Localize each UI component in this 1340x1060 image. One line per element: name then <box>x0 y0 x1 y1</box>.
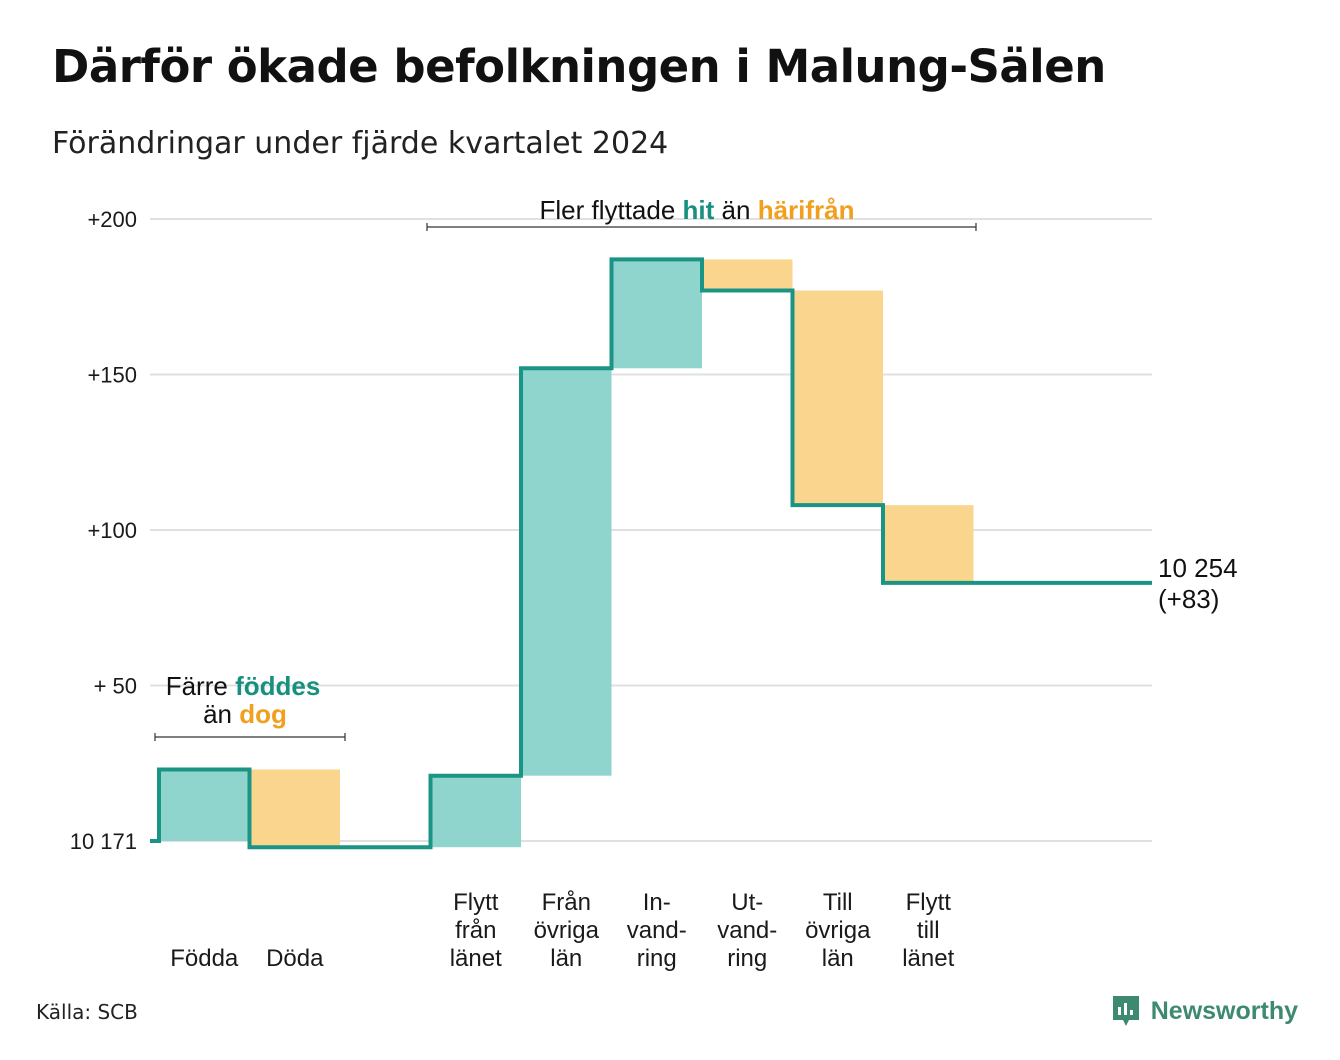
category-label: Födda <box>170 945 239 972</box>
deaths-annotation-prefix: än <box>203 699 232 729</box>
bar-till-övriga-län <box>792 290 883 506</box>
category-label: vand- <box>717 917 777 944</box>
moves-annotation-highlight-out: härifrån <box>758 195 855 225</box>
category-label: In- <box>643 889 671 916</box>
births-bracket <box>154 733 346 741</box>
category-label: Ut- <box>731 889 763 916</box>
category-label: från <box>455 917 496 944</box>
category-labels: Födda DödaFlyttfrånlänetFrånövrigalänIn-v… <box>170 889 954 972</box>
svg-text:Färre föddes: Färre föddes <box>166 671 321 701</box>
moves-annotation-prefix: Fler flyttade <box>539 195 675 225</box>
bars <box>159 259 974 848</box>
bar-från-övriga-län <box>521 368 612 776</box>
moves-annotation-highlight-in: hit <box>683 195 715 225</box>
category-label: vand- <box>627 917 687 944</box>
y-tick-label: 10 171 <box>70 829 137 854</box>
bar-in--vand--ring <box>611 259 702 369</box>
y-tick-label: +100 <box>87 518 137 543</box>
category-label: länet <box>450 945 502 972</box>
category-label: övriga <box>534 917 600 944</box>
category-label: ring <box>727 945 767 972</box>
category-label: Till <box>823 889 853 916</box>
cumulative-step-line <box>150 257 1152 850</box>
y-tick-label: +150 <box>87 363 137 388</box>
svg-text:Fler flyttade hit: Fler flyttade hit än härifrån <box>539 195 854 225</box>
chart-title: Därför ökade befolkningen i Malung-Sälen <box>52 40 1106 93</box>
waterfall-chart: 10 171+ 50+100+150+200 Födda DödaFlyttfrå… <box>70 195 1238 972</box>
y-tick-label: + 50 <box>94 674 137 699</box>
source-note: Källa: SCB <box>36 1000 138 1024</box>
end-value-change: (+83) <box>1158 584 1219 614</box>
moves-annotation: Fler flyttade hit än härifrån <box>426 195 977 231</box>
bar-flytt-från-länet <box>430 775 521 848</box>
bar-födda <box>159 769 250 841</box>
svg-text:än dog: än dog <box>203 699 287 729</box>
newsworthy-logo: Newsworthy <box>1111 994 1298 1028</box>
births-annotation: Färre föddes än dog <box>154 671 346 741</box>
births-annotation-prefix: Färre <box>166 671 228 701</box>
category-label: Döda <box>266 945 324 972</box>
step-line <box>150 257 1152 850</box>
moves-annotation-middle: än <box>722 195 751 225</box>
y-tick-label: +200 <box>87 207 137 232</box>
category-label: övriga <box>805 917 871 944</box>
category-label: Flytt <box>453 889 499 916</box>
end-value-total: 10 254 <box>1158 553 1238 583</box>
newsworthy-logo-icon <box>1112 996 1139 1026</box>
bar-döda <box>249 769 340 848</box>
deaths-annotation-highlight: dog <box>239 699 287 729</box>
bar-ut--vand--ring <box>702 259 793 291</box>
chart-subtitle: Förändringar under fjärde kvartalet 2024 <box>52 126 669 161</box>
newsworthy-logo-text: Newsworthy <box>1150 996 1298 1025</box>
category-label: ring <box>637 945 677 972</box>
bar-flytt-till-länet <box>883 505 974 583</box>
category-label: Flytt <box>906 889 952 916</box>
category-label: län <box>550 945 582 972</box>
moves-bracket <box>426 223 977 231</box>
category-label: Från <box>542 889 591 916</box>
end-value-label: 10 254 (+83) <box>1158 553 1238 614</box>
y-tick-labels: 10 171 + 50 +100 +150 +200 <box>70 207 137 854</box>
births-annotation-highlight: föddes <box>235 671 320 701</box>
category-label: län <box>822 945 854 972</box>
category-label: till <box>917 917 940 944</box>
category-label: länet <box>902 945 954 972</box>
